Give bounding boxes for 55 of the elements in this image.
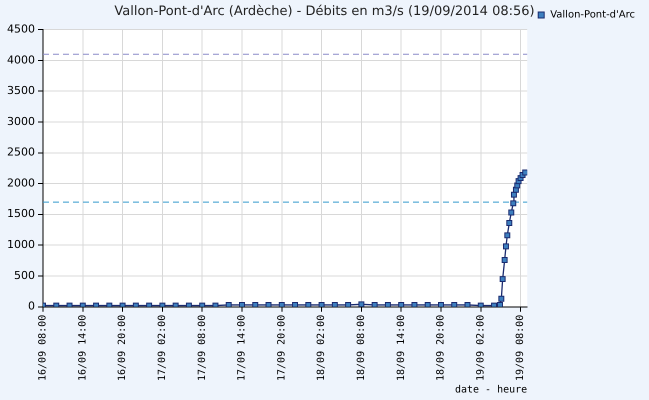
- y-tick-label: 0: [28, 300, 35, 313]
- point: [292, 302, 298, 307]
- y-tick-label: 3500: [6, 84, 35, 98]
- point: [500, 276, 506, 282]
- point: [66, 302, 72, 307]
- point: [510, 192, 517, 198]
- point: [358, 301, 364, 307]
- point: [266, 302, 272, 307]
- y-tick-label: 2500: [6, 146, 35, 159]
- point: [318, 302, 325, 307]
- x-tick-label: 16/09 20:00: [117, 314, 128, 382]
- y-tick-label: 1500: [6, 207, 35, 220]
- x-tick-label: 19/09 02:00: [475, 314, 486, 382]
- point: [522, 170, 528, 176]
- legend-label: Vallon-Pont-d'Arc: [550, 10, 636, 21]
- x-tick-label: 17/09 14:00: [236, 314, 248, 382]
- point: [278, 302, 285, 307]
- x-tick-label: 17/09 08:00: [196, 314, 208, 382]
- point: [332, 302, 338, 307]
- y-tick-label: 2000: [6, 176, 35, 190]
- x-tick-label: 16/09 08:00: [38, 314, 49, 382]
- point: [510, 200, 516, 206]
- point: [398, 302, 404, 307]
- y-tick-label: 500: [14, 268, 35, 282]
- point: [503, 243, 509, 250]
- x-tick-label: 18/09 08:00: [356, 314, 367, 382]
- x-tick-label: 17/09 02:00: [156, 314, 168, 382]
- point: [508, 210, 514, 216]
- point: [384, 302, 391, 307]
- x-tick-label: 18/09 20:00: [436, 314, 447, 382]
- point: [498, 296, 504, 302]
- point: [424, 302, 431, 307]
- x-tick-label: 19/09 08:00: [515, 314, 526, 382]
- x-tick-label: 17/09 20:00: [276, 314, 288, 382]
- chart-title: Vallon-Pont-d'Arc (Ardèche) - Débits en m3/s (19/09/2014 08:56): [114, 4, 535, 20]
- x-tick-label: 16/09 14:00: [77, 314, 88, 382]
- point: [411, 302, 418, 307]
- x-tick-label: 18/09 02:00: [316, 314, 328, 382]
- y-tick-label: 4500: [6, 22, 35, 36]
- point: [305, 302, 312, 307]
- point: [438, 302, 444, 307]
- point: [504, 232, 510, 238]
- point: [372, 302, 378, 307]
- y-tick-label: 1000: [6, 238, 35, 252]
- y-tick-label: 3000: [6, 114, 35, 128]
- point: [345, 302, 352, 307]
- point: [464, 302, 470, 307]
- point: [506, 220, 512, 226]
- x-tick-label: 18/09 14:00: [396, 314, 407, 382]
- point: [497, 302, 503, 307]
- point: [502, 256, 508, 263]
- x-axis-title: date - heure: [454, 384, 528, 396]
- point: [239, 302, 245, 307]
- y-tick-label: 4000: [6, 53, 35, 66]
- point: [226, 302, 232, 307]
